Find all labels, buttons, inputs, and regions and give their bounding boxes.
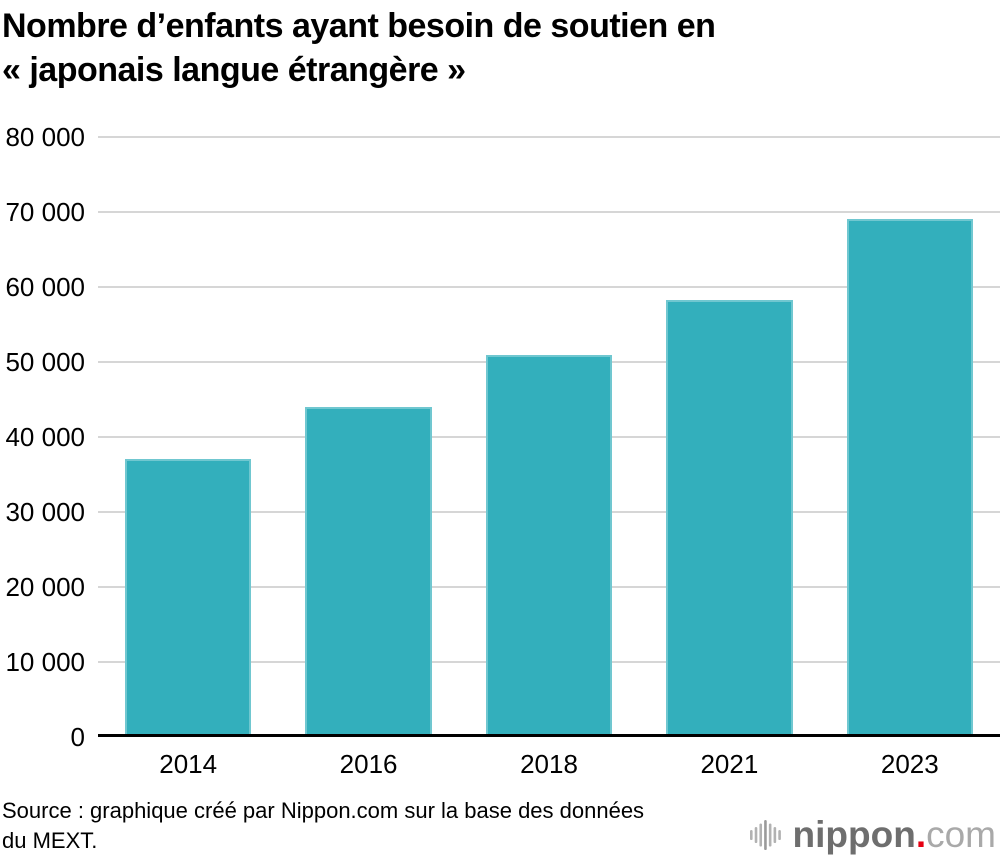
nippon-logo: nippon.com [749,813,996,857]
y-tick-label: 20 000 [5,572,85,602]
y-tick-label: 0 [70,722,85,752]
chart-title-line1: Nombre d’enfants ayant besoin de soutien… [2,7,716,45]
gridline [98,286,1000,288]
x-axis-line [98,734,1000,737]
y-tick-label: 10 000 [5,647,85,677]
bar-2023 [846,218,973,737]
x-tick-label: 2018 [520,749,578,779]
nippon-logo-text: nippon.com [793,813,996,857]
sound-wave-icon [749,820,781,850]
gridline [98,136,1000,138]
source-line2: du MEXT. [2,828,98,853]
plot-area: 0 10 000 20 000 30 000 40 000 50 000 60 000 70 … [5,122,1000,779]
y-tick-label: 40 000 [5,422,85,452]
logo-dot: . [915,814,927,855]
chart-title: Nombre d’enfants ayant besoin de soutien… [2,4,716,92]
y-tick-label: 70 000 [5,197,85,227]
y-tick-label: 30 000 [5,497,85,527]
y-tick-label: 50 000 [5,347,85,377]
y-tick-label: 60 000 [5,272,85,302]
bar-2018 [485,354,613,737]
chart-title-line2: « japonais langue étrangère » [2,51,466,89]
x-tick-label: 2016 [339,749,398,779]
y-tick-label: 80 000 [5,122,85,152]
source-line1: Source : graphique créé par Nippon.com s… [2,798,645,823]
logo-name: nippon [792,814,916,855]
bar-2014 [125,458,252,737]
logo-tld: com [926,814,996,855]
bar-2016 [305,407,432,737]
bar-2021 [666,299,793,737]
x-tick-label: 2021 [700,749,759,779]
gridline [98,211,1000,213]
source-note: Source : graphique créé par Nippon.com s… [2,796,644,856]
x-tick-label: 2014 [159,749,218,779]
x-tick-label: 2023 [880,749,939,779]
